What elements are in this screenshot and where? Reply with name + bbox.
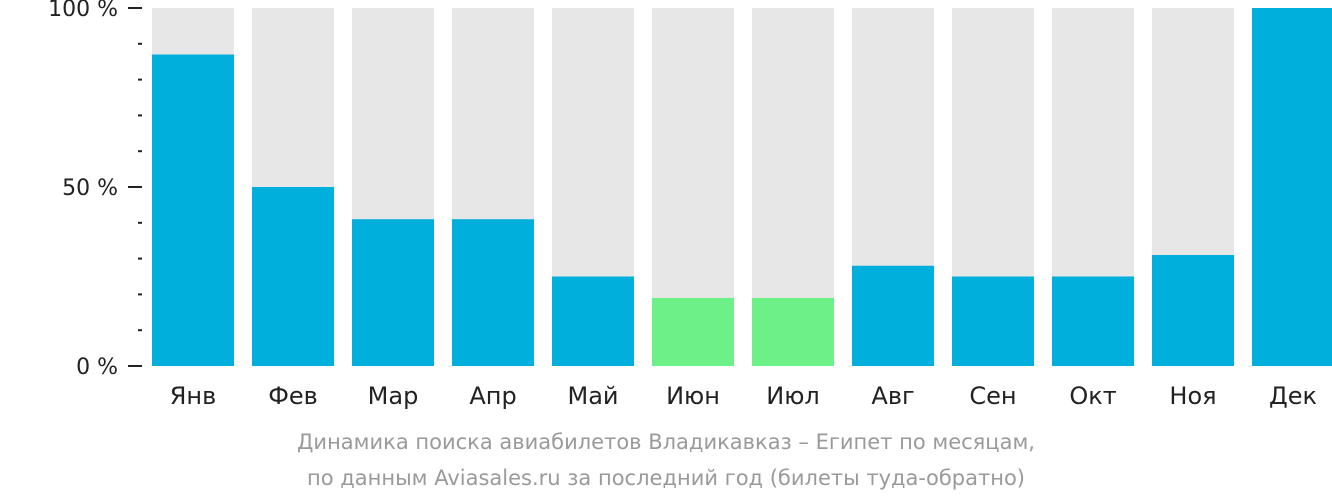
bar-0 bbox=[152, 54, 234, 366]
x-axis-labels: Янв Фев Мар Апр Май Июн Июл Авг Сен Окт Ноя Дек bbox=[170, 382, 1317, 410]
y-axis: 100 % 50 % 0 % bbox=[48, 0, 142, 380]
y-tick-label: 100 % bbox=[48, 0, 118, 22]
x-tick-label: Янв bbox=[170, 382, 217, 410]
x-tick-label: Июл bbox=[766, 382, 820, 410]
y-tick-label: 50 % bbox=[62, 176, 118, 201]
x-tick-label: Фев bbox=[268, 382, 318, 410]
bar-11 bbox=[1252, 8, 1332, 366]
bar-4 bbox=[552, 276, 634, 366]
x-tick-label: Мар bbox=[368, 382, 419, 410]
x-tick-label: Май bbox=[567, 382, 618, 410]
x-tick-label: Июн bbox=[666, 382, 720, 410]
x-tick-label: Сен bbox=[969, 382, 1016, 410]
x-tick-label: Авг bbox=[871, 382, 914, 410]
bar-2 bbox=[352, 219, 434, 366]
bar-1 bbox=[252, 187, 334, 366]
caption-line-1: Динамика поиска авиабилетов Владикавказ … bbox=[297, 430, 1035, 454]
bar-10 bbox=[1152, 255, 1234, 366]
bars bbox=[152, 8, 1332, 366]
bar-5 bbox=[652, 297, 734, 366]
bar-8 bbox=[952, 276, 1034, 366]
bar-3 bbox=[452, 219, 534, 366]
y-tick-label: 0 % bbox=[76, 355, 118, 380]
bar-6 bbox=[752, 297, 834, 366]
bar-chart: 100 % 50 % 0 % Янв Фев Мар Апр Май Июн Июл Авг Сен… bbox=[48, 0, 1332, 410]
x-tick-label: Апр bbox=[469, 382, 516, 410]
x-tick-label: Ноя bbox=[1169, 382, 1216, 410]
bar-9 bbox=[1052, 276, 1134, 366]
bar-7 bbox=[852, 265, 934, 366]
caption-line-2: по данным Aviasales.ru за последний год … bbox=[307, 466, 1025, 490]
x-tick-label: Окт bbox=[1069, 382, 1116, 410]
x-tick-label: Дек bbox=[1269, 382, 1317, 410]
